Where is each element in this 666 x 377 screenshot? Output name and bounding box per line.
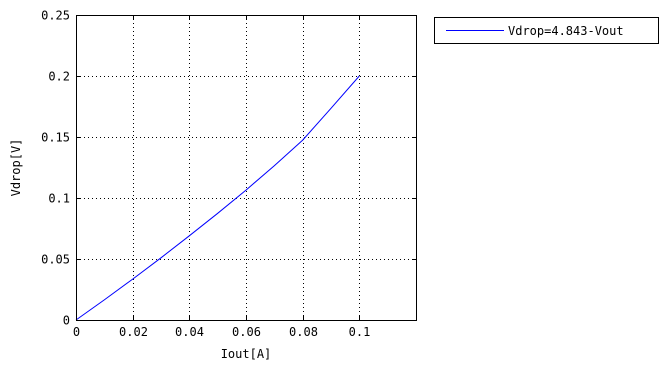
x-axis-label: Iout[A] [221, 347, 272, 361]
legend: Vdrop=4.843-Vout [434, 17, 659, 44]
y-axis-label: Vdrop[V] [9, 139, 23, 197]
y-tick-label: 0.05 [41, 253, 70, 267]
x-tick-label: 0.06 [232, 325, 261, 339]
y-tick-label: 0.15 [41, 131, 70, 145]
x-tick-label: 0.04 [175, 325, 204, 339]
y-tick-label: 0.25 [41, 9, 70, 23]
y-tick-label: 0 [63, 314, 70, 328]
tick-marks [76, 15, 416, 321]
x-tick-labels: 0 0.02 0.04 0.06 0.08 0.1 [73, 325, 370, 339]
series-layer [75, 75, 360, 321]
series-line [75, 75, 360, 321]
y-tick-labels: 0 0.05 0.1 0.15 0.2 0.25 [41, 9, 70, 328]
legend-entry-label: Vdrop=4.843-Vout [508, 24, 624, 38]
x-tick-label: 0.1 [349, 325, 371, 339]
y-tick-label: 0.2 [48, 70, 70, 84]
x-tick-label: 0.08 [289, 325, 318, 339]
x-tick-label: 0.02 [119, 325, 148, 339]
y-tick-label: 0.1 [48, 192, 70, 206]
grid-lines [76, 15, 416, 320]
x-tick-label: 0 [73, 325, 80, 339]
